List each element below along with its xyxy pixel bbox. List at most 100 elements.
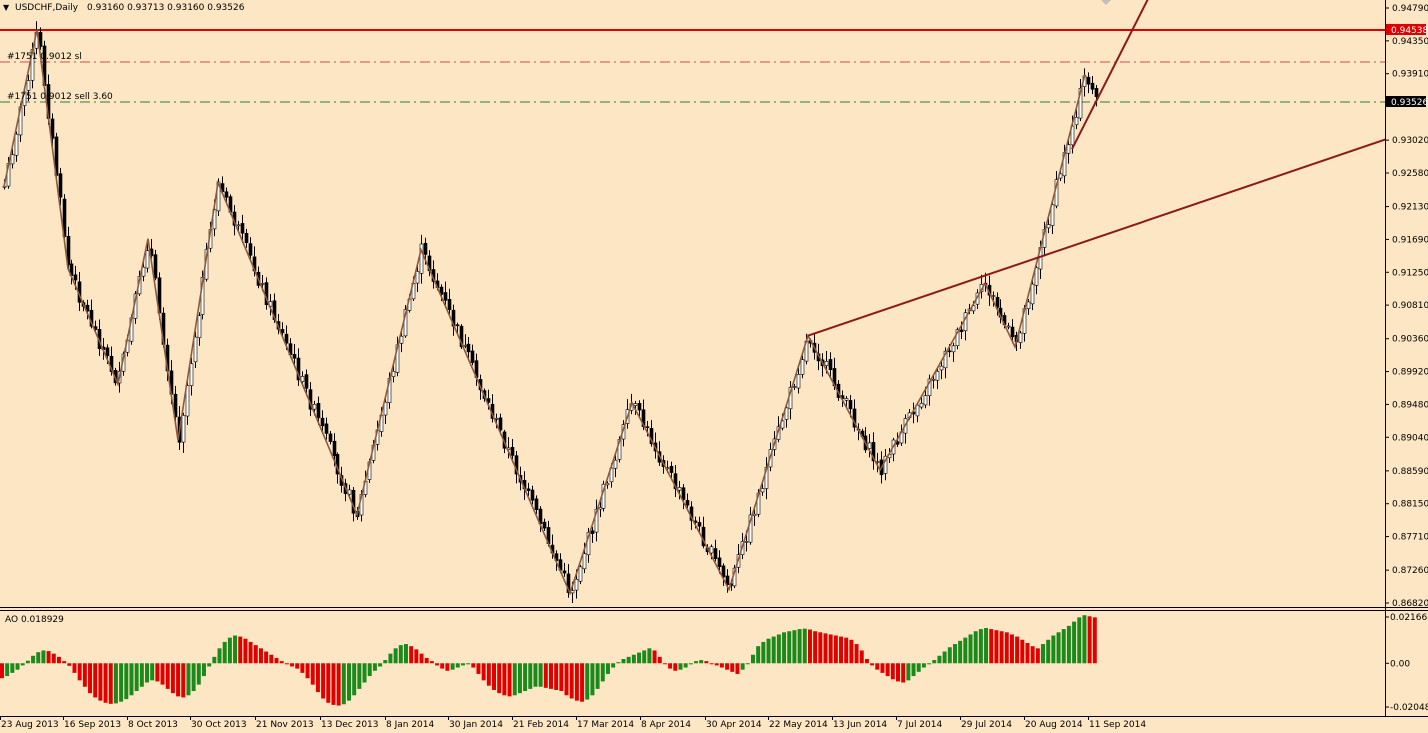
ao-bar	[46, 651, 51, 664]
candle-body	[10, 154, 15, 165]
ao-bar	[150, 663, 155, 681]
candle-body	[725, 575, 730, 586]
ao-bar	[253, 645, 258, 664]
ao-bar	[409, 646, 414, 664]
ao-bar	[62, 661, 67, 664]
time-tick-label: 21 Nov 2013	[256, 720, 314, 730]
ao-tick-label: 0.021668	[1390, 613, 1428, 623]
ao-bar	[694, 661, 698, 664]
candle-body	[423, 242, 428, 255]
ao-bar	[616, 662, 621, 664]
ao-bar	[839, 636, 844, 664]
ao-bar	[476, 663, 481, 674]
ao-bar	[119, 663, 124, 702]
ao-bar	[347, 663, 351, 701]
ao-bar	[688, 663, 693, 665]
ao-bar	[1072, 621, 1077, 664]
ao-bar	[419, 653, 424, 664]
channel-trendline[interactable]	[1071, 0, 1150, 150]
ao-bar	[258, 648, 263, 664]
time-axis[interactable]: 23 Aug 2013 16 Sep 2013 8 Oct 2013 30 Oct 2…	[0, 716, 1147, 730]
ao-bar	[771, 636, 776, 664]
ao-bar	[735, 663, 740, 674]
ao-bar	[605, 663, 610, 674]
ao-bar	[460, 663, 465, 666]
ao-bar	[93, 663, 98, 698]
ao-bar	[932, 660, 937, 664]
candle-body	[316, 403, 321, 419]
price-tick-label: 0.90810	[1392, 301, 1428, 311]
ao-bar	[372, 663, 377, 671]
symbol-title: USDCHF,Daily	[15, 3, 79, 13]
ao-bar	[10, 663, 15, 673]
candle-body	[713, 548, 718, 559]
ao-bar	[662, 663, 667, 665]
ao-bar	[725, 663, 730, 670]
ao-bar	[885, 663, 890, 677]
candle-body	[534, 498, 539, 510]
ao-bar	[782, 632, 787, 664]
price-tick-label: 0.89040	[1392, 433, 1428, 443]
candle-body	[1066, 144, 1071, 154]
scroll-shift-marker-icon[interactable]	[1101, 0, 1111, 5]
ao-bar	[652, 650, 657, 664]
time-tick-label: 29 Jul 2014	[961, 720, 1012, 730]
ao-bar	[870, 663, 875, 666]
candle-body	[955, 329, 960, 347]
collapse-arrow-icon[interactable]: ▼	[3, 3, 10, 12]
ao-bar	[564, 663, 569, 696]
ao-bar	[901, 663, 906, 683]
price-tick-label: 0.94790	[1392, 4, 1428, 14]
ao-bar	[668, 663, 673, 669]
price-tick-label: 0.91250	[1392, 268, 1428, 278]
candle-body	[578, 566, 583, 582]
ao-bar	[585, 663, 590, 700]
ao-bar	[393, 648, 398, 664]
price-tick-label: 0.89920	[1392, 368, 1428, 378]
candle-body	[193, 336, 198, 363]
candle-body	[145, 250, 150, 269]
current-price-tag: 0.93526	[1386, 96, 1428, 108]
candle-body	[447, 299, 452, 310]
ao-bar	[212, 656, 217, 664]
ao-bar	[1025, 642, 1030, 664]
candle-body	[181, 415, 186, 443]
candle-body	[292, 354, 297, 359]
ao-bar	[1077, 617, 1082, 664]
ao-bar	[471, 663, 476, 668]
candle-body	[943, 350, 948, 369]
ao-bar	[129, 663, 134, 696]
ao-bar	[336, 663, 341, 706]
sell-order-label: #1751 0.9012 sell 3.60	[7, 92, 113, 102]
ao-bar	[999, 631, 1004, 664]
candle-body	[947, 350, 952, 353]
candle-body	[721, 565, 726, 578]
ao-bar	[41, 650, 46, 664]
candle-body	[300, 376, 305, 382]
candle-body	[320, 417, 325, 427]
ao-bar	[113, 663, 118, 704]
ao-bar	[481, 663, 486, 681]
price-axis[interactable]: 0.94790 0.94350 0.93910 0.93020 0.92580 0.921…	[1385, 4, 1428, 609]
time-tick-label: 17 Mar 2014	[577, 720, 634, 730]
price-tick-label: 0.86820	[1392, 599, 1428, 609]
ao-bar	[243, 638, 248, 664]
candle-body	[566, 573, 571, 593]
support-trendline[interactable]	[807, 138, 1390, 337]
candle-body	[197, 315, 202, 339]
ao-bar	[854, 644, 859, 664]
candle-body	[260, 283, 265, 285]
ao-bar	[896, 663, 900, 682]
time-tick-label: 20 Aug 2014	[1025, 720, 1083, 730]
candle-body	[224, 191, 229, 198]
candle-body	[697, 522, 702, 527]
ao-bar	[833, 635, 838, 664]
ao-histogram	[0, 615, 1097, 706]
candle-body	[510, 447, 515, 456]
ao-bar	[201, 663, 206, 677]
candle-body	[1078, 88, 1083, 119]
